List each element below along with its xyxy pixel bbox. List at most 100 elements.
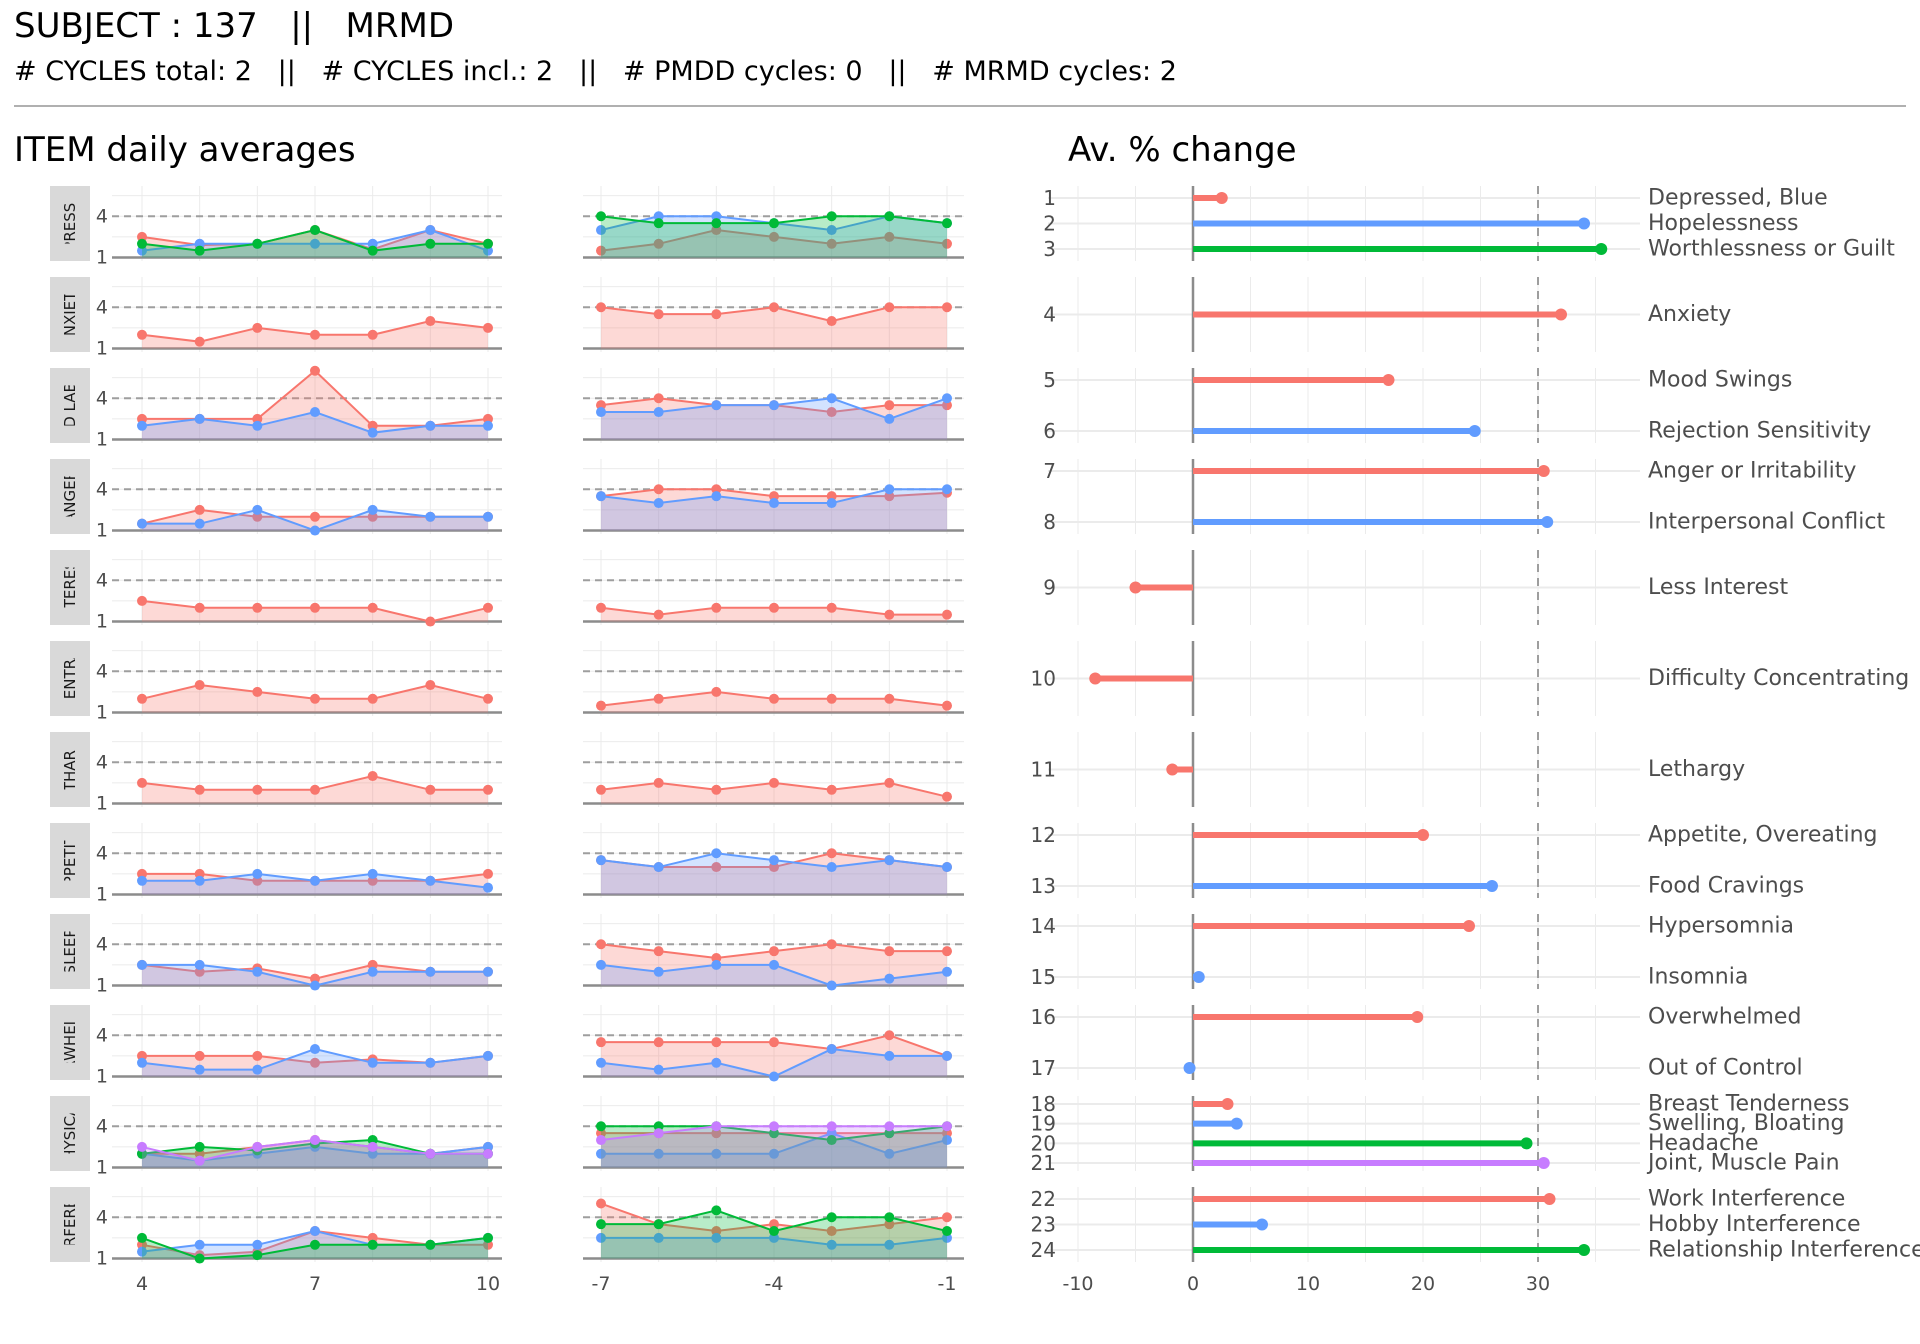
item-number: 18 [1031, 1092, 1056, 1116]
item-number: 12 [1031, 823, 1056, 847]
data-point [367, 238, 378, 249]
right-panel-title: Av. % change [1068, 130, 1297, 170]
data-point [769, 1121, 779, 1132]
data-point [884, 855, 895, 866]
data-point [942, 1050, 952, 1061]
change-point [1166, 763, 1179, 776]
data-point [483, 245, 493, 256]
x-tick-label: -1 [938, 1273, 957, 1295]
data-point [884, 777, 895, 788]
change-point [1230, 1117, 1243, 1130]
data-point [252, 602, 263, 613]
change-point [1221, 1098, 1234, 1110]
data-point [425, 875, 436, 886]
data-point [425, 316, 436, 327]
y-tick-label: 4 [96, 296, 108, 318]
data-point [252, 686, 263, 697]
y-tick-label: 1 [96, 338, 108, 360]
data-point [194, 1155, 205, 1166]
data-point [942, 393, 952, 404]
data-point [826, 1121, 837, 1132]
data-point [653, 238, 664, 249]
data-point [310, 784, 320, 795]
data-point [653, 407, 664, 418]
data-point [425, 1148, 436, 1159]
data-point [137, 1239, 147, 1250]
data-point [884, 973, 895, 984]
data-point [137, 777, 147, 788]
y-tick-label: 1 [96, 429, 108, 451]
data-point [653, 1219, 664, 1230]
item-number: 9 [1043, 576, 1056, 600]
data-point [483, 1050, 493, 1061]
data-point [653, 484, 664, 495]
data-point [252, 1250, 263, 1261]
x-tick-label: 20 [1411, 1273, 1435, 1295]
data-point [367, 511, 378, 522]
data-point [826, 939, 837, 950]
data-point [137, 238, 147, 249]
y-tick-label: 4 [96, 1206, 108, 1228]
data-point [769, 855, 779, 866]
change-point [1486, 880, 1498, 892]
data-point [884, 1128, 895, 1139]
data-point [884, 1121, 895, 1132]
data-point [194, 868, 205, 879]
data-point [711, 1057, 722, 1068]
data-point [194, 1148, 205, 1159]
item-label: Anxiety [1648, 302, 1731, 327]
data-point [942, 946, 952, 957]
data-point [310, 238, 320, 249]
data-point [596, 400, 606, 411]
data-point [884, 1212, 895, 1223]
change-point [1089, 672, 1102, 685]
change-point [1411, 1011, 1424, 1023]
facet-strip-label-7: APPETITE [61, 825, 79, 895]
data-point [826, 693, 837, 704]
data-point [483, 868, 493, 879]
x-tick-label: 30 [1526, 1273, 1550, 1295]
data-point [310, 407, 320, 418]
change-point [1543, 1193, 1556, 1205]
data-point [137, 1232, 147, 1243]
item-number: 8 [1043, 510, 1056, 534]
data-point [653, 1148, 664, 1159]
item-number: 23 [1031, 1213, 1056, 1237]
item-label: Insomnia [1648, 965, 1748, 990]
data-point [653, 693, 664, 704]
change-point [1537, 465, 1550, 477]
data-point [769, 1071, 779, 1082]
data-point [252, 413, 263, 424]
data-point [826, 1135, 837, 1146]
data-point [596, 245, 606, 256]
data-point [483, 413, 493, 424]
data-point [711, 1148, 722, 1159]
data-point [367, 602, 378, 613]
data-point [942, 609, 952, 620]
facet-strip-11 [50, 1187, 90, 1262]
facet-strip-label-8: SLEEP [61, 929, 79, 975]
change-point [1215, 192, 1228, 204]
item-number: 3 [1043, 237, 1056, 261]
data-point [711, 602, 722, 613]
data-point [826, 980, 837, 991]
y-tick-label: 4 [96, 660, 108, 682]
data-point [826, 1239, 837, 1250]
data-point [252, 504, 263, 515]
data-point [826, 211, 837, 222]
series-area-left-1 [142, 412, 488, 440]
y-tick-label: 4 [96, 205, 108, 227]
data-point [310, 511, 320, 522]
data-point [653, 309, 664, 320]
item-label: Out of Control [1648, 1056, 1803, 1081]
item-number: 4 [1043, 303, 1056, 327]
data-point [310, 875, 320, 886]
item-label: Hobby Interference [1648, 1212, 1861, 1237]
data-point [769, 1219, 779, 1230]
y-tick-label: 1 [96, 611, 108, 633]
data-point [252, 420, 263, 431]
data-point [137, 959, 147, 970]
data-point [252, 1050, 263, 1061]
data-point [367, 1239, 378, 1250]
